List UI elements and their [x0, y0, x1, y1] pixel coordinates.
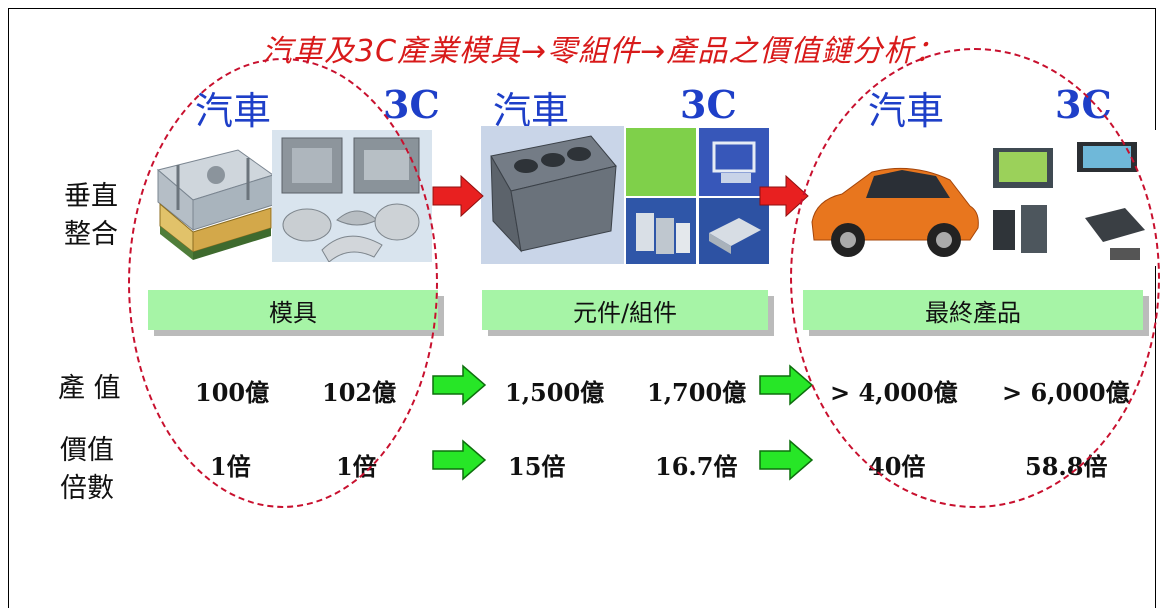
output-3c-product: > 6,000億: [1002, 378, 1130, 407]
auto-product-image: [804, 150, 980, 262]
output-auto-mold: 100億: [195, 378, 270, 407]
heading-3c-mold: 3C: [383, 82, 440, 127]
multiple-auto-mold: 1倍: [210, 452, 251, 481]
multiple-auto-product: 40倍: [868, 452, 926, 481]
auto-component-image: [481, 126, 624, 264]
stage-bar-component: 元件/組件: [482, 290, 768, 330]
heading-3c-product: 3C: [1055, 82, 1112, 127]
slide-frame: [8, 8, 1156, 608]
auto-mold-image: [148, 130, 276, 262]
3c-mold-image: [272, 130, 432, 262]
page-title: 汽車及3C產業模具→零組件→產品之價值鏈分析：: [262, 34, 946, 69]
heading-3c-component: 3C: [680, 82, 737, 127]
3c-component-image-3: [626, 198, 696, 264]
stage-bar-mold: 模具: [148, 290, 438, 330]
red-arrow-icon: [432, 174, 484, 218]
row-label-vertical-integration: 垂直 整合: [64, 181, 118, 250]
output-3c-component: 1,700億: [647, 378, 747, 407]
multiple-3c-component: 16.7倍: [655, 452, 738, 481]
heading-auto-product: 汽車: [868, 89, 945, 133]
stage-bar-final-product: 最終產品: [803, 290, 1143, 330]
green-arrow-icon: [432, 439, 487, 481]
3c-component-image-4: [699, 198, 769, 264]
heading-auto-component: 汽車: [493, 89, 570, 133]
row-label-output-value: 產 值: [58, 373, 121, 404]
3c-component-image-2: [699, 128, 769, 196]
green-arrow-icon: [432, 364, 487, 406]
green-arrow-icon: [759, 364, 814, 406]
multiple-3c-mold: 1倍: [336, 452, 377, 481]
green-arrow-icon: [759, 439, 814, 481]
3c-component-image-1: [626, 128, 696, 196]
3c-product-image: [985, 130, 1160, 266]
multiple-3c-product: 58.8倍: [1025, 452, 1108, 481]
heading-auto-mold: 汽車: [195, 89, 272, 133]
multiple-auto-component: 15倍: [508, 452, 566, 481]
output-auto-component: 1,500億: [505, 378, 605, 407]
red-arrow-icon: [759, 174, 809, 218]
row-label-value-multiple: 價值 倍數: [60, 435, 114, 504]
output-auto-product: > 4,000億: [830, 378, 958, 407]
output-3c-mold: 102億: [322, 378, 397, 407]
